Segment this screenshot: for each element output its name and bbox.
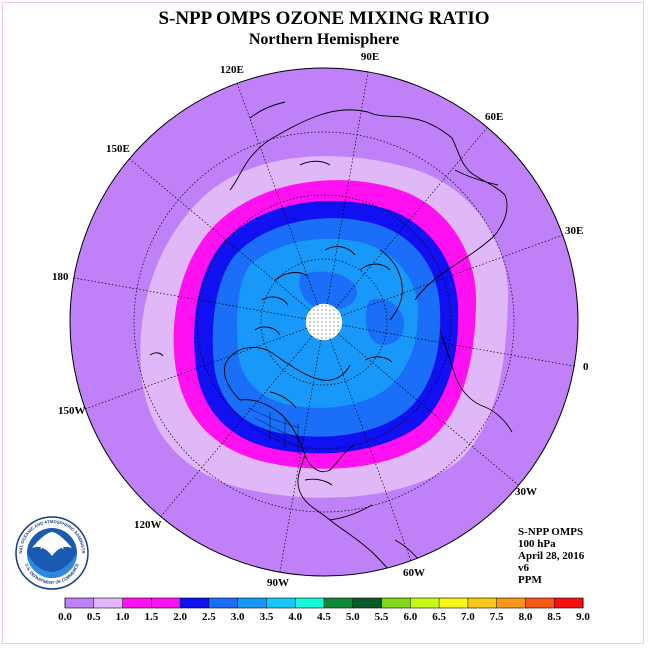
map-boundary bbox=[69, 67, 579, 577]
contour-2-0-patch bbox=[299, 271, 358, 310]
info-level: 100 hPa bbox=[518, 538, 556, 550]
lon-label-90w: 90W bbox=[267, 577, 289, 589]
meridian-line bbox=[326, 71, 369, 305]
info-units: PPM bbox=[518, 574, 542, 586]
map-subtitle: Northern Hemisphere bbox=[248, 31, 400, 48]
lon-label-120w: 120W bbox=[134, 519, 162, 531]
noaa-logo-text: NOAA bbox=[40, 542, 64, 551]
meridian-line bbox=[340, 234, 563, 317]
meridian-line bbox=[85, 327, 308, 410]
info-instrument: S-NPP OMPS bbox=[518, 526, 584, 538]
lon-label-150w: 150W bbox=[58, 405, 86, 417]
meridian-line bbox=[160, 335, 313, 517]
pole-data-gap bbox=[305, 303, 343, 341]
lon-label-30e: 30E bbox=[565, 225, 583, 237]
meridian-line bbox=[329, 338, 412, 561]
svg-text:NATIONAL OCEANIC AND ATMOSPHER: NATIONAL OCEANIC AND ATMOSPHERIC ADMINIS… bbox=[0, 0, 86, 554]
lon-label-30w: 30W bbox=[515, 486, 537, 498]
lon-label-0: 0 bbox=[583, 361, 589, 373]
meridian-line bbox=[279, 339, 322, 573]
info-date: April 28, 2016 bbox=[518, 550, 585, 562]
meridian-line bbox=[129, 158, 311, 311]
meridian-line bbox=[341, 324, 575, 367]
info-block: S-NPP OMPS 100 hPa April 28, 2016 v6 PPM bbox=[518, 526, 584, 586]
contour-2-0-patch-east bbox=[365, 298, 405, 345]
lon-label-120e: 120E bbox=[220, 64, 244, 76]
map-title: S-NPP OMPS OZONE MIXING RATIO bbox=[158, 8, 490, 29]
meridians bbox=[73, 71, 575, 573]
lon-label-180: 180 bbox=[52, 271, 69, 283]
lon-label-60e: 60E bbox=[485, 111, 503, 123]
state-borders bbox=[247, 407, 309, 454]
meridian-line bbox=[335, 127, 488, 309]
meridian-line bbox=[236, 83, 319, 306]
graticule bbox=[133, 131, 515, 513]
info-version: v6 bbox=[518, 562, 529, 574]
lon-label-60w: 60W bbox=[403, 567, 425, 579]
lon-label-150e: 150E bbox=[106, 143, 130, 155]
meridian-line bbox=[73, 277, 307, 320]
lon-label-90e: 90E bbox=[361, 51, 379, 63]
meridian-line bbox=[337, 333, 519, 486]
noaa-ring-top: NATIONAL OCEANIC AND ATMOSPHERIC ADMINIS… bbox=[0, 0, 86, 554]
